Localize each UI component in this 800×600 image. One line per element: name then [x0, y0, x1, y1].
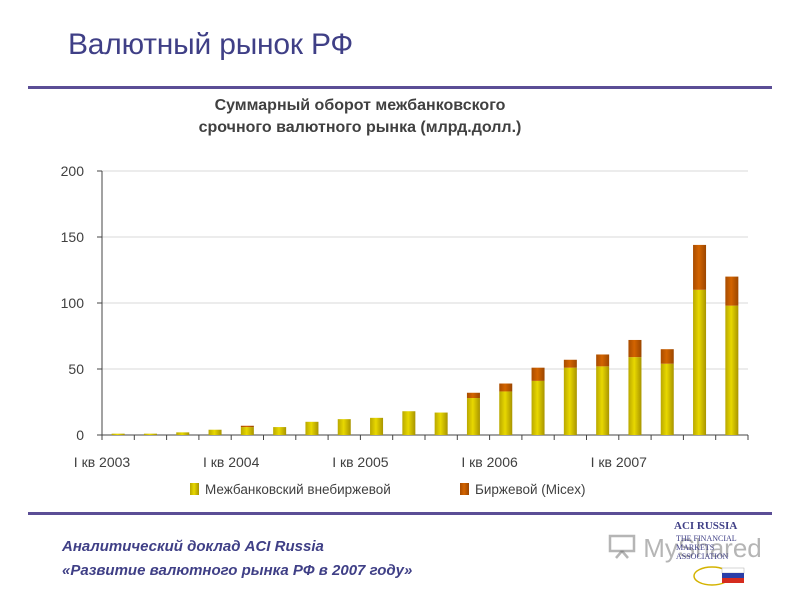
bar-interbank	[628, 357, 642, 435]
legend-exchange-label: Биржевой (Micex)	[475, 482, 586, 497]
legend-exchange-swatch	[460, 483, 469, 495]
flag-icon	[693, 566, 745, 586]
watermark: MyShared	[608, 533, 762, 573]
bar-interbank	[434, 412, 448, 435]
bar-interbank	[273, 427, 287, 435]
chart-title: Суммарный оборот межбанковского срочного…	[150, 95, 570, 139]
x-tick-label: I кв 2006	[461, 454, 518, 470]
y-tick-label: 200	[61, 163, 85, 179]
bar-interbank	[725, 305, 739, 435]
bar-exchange	[628, 339, 642, 358]
bar-exchange	[596, 354, 610, 367]
bar-interbank	[563, 367, 577, 435]
legend-interbank-label: Межбанковский внебиржевой	[205, 482, 391, 497]
presentation-board-icon	[608, 534, 636, 559]
bar-exchange	[531, 367, 545, 381]
bar-exchange	[240, 425, 254, 428]
bar-interbank	[208, 429, 222, 435]
bar-exchange	[563, 359, 577, 368]
chart-title-line-2: срочного валютного рынка (млрд.долл.)	[198, 119, 522, 136]
y-tick-label: 50	[68, 361, 84, 377]
bar-interbank	[531, 380, 545, 435]
bar-exchange	[660, 349, 674, 364]
bar-exchange	[725, 276, 739, 306]
bar-interbank	[466, 398, 480, 435]
bar-interbank	[596, 366, 610, 435]
x-tick-label: I кв 2007	[591, 454, 648, 470]
logo-line-2: THE FINANCIAL MARKETS ASSOCIATION	[676, 534, 737, 561]
y-tick-label: 150	[61, 229, 85, 245]
bar-interbank	[337, 419, 351, 435]
stacked-bar-chart: 0 50 100 150 200 I кв 2003 I кв 2004 I кв 2005 I…	[61, 163, 749, 497]
bar-exchange	[693, 244, 707, 290]
watermark-text: MyShared	[643, 533, 762, 563]
bar-interbank	[176, 432, 190, 435]
footer-divider	[28, 512, 772, 515]
bar-interbank	[370, 417, 384, 435]
bar-interbank	[693, 289, 707, 435]
header-divider	[28, 86, 772, 89]
legend-interbank-swatch	[190, 483, 199, 495]
footer-line-1: Аналитический доклад ACI Russia	[62, 538, 324, 555]
bar-exchange	[466, 392, 480, 399]
logo-line-1: ACI RUSSIA	[674, 520, 738, 532]
x-tick-label: I кв 2004	[203, 454, 260, 470]
aci-russia-logo: ACI RUSSIA THE FINANCIAL MARKETS ASSOCIA…	[672, 518, 762, 588]
bar-interbank	[660, 363, 674, 435]
bar-interbank	[111, 433, 125, 435]
bar-interbank	[402, 411, 416, 435]
footer: Аналитический доклад ACI Russia «Развити…	[62, 535, 412, 583]
y-tick-label: 0	[76, 427, 84, 443]
bar-exchange	[499, 383, 513, 392]
chart-title-line-1: Суммарный оборот межбанковского	[214, 97, 506, 114]
bar-interbank	[499, 391, 513, 435]
x-tick-label: I кв 2005	[332, 454, 389, 470]
bar-interbank	[305, 421, 319, 435]
bar-interbank	[143, 433, 157, 435]
footer-line-2: «Развитие валютного рынка РФ в 2007 году…	[62, 562, 413, 579]
slide-title: Валютный рынок РФ	[68, 28, 354, 61]
x-tick-label: I кв 2003	[74, 454, 131, 470]
y-tick-label: 100	[61, 295, 85, 311]
bar-interbank	[240, 427, 254, 435]
